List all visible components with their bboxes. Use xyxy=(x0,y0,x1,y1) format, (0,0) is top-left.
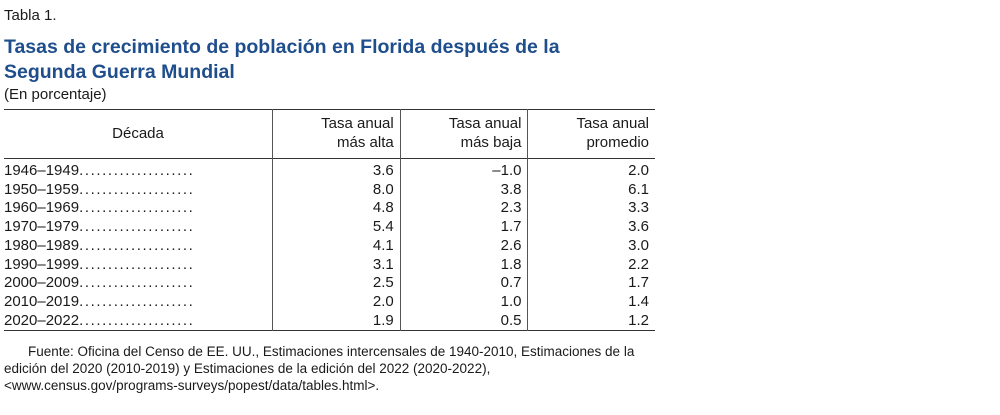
decade-label: 1990–1999 xyxy=(4,255,80,273)
leader-dots: .................... xyxy=(79,255,195,273)
cell-high-rate: 3.6 xyxy=(272,158,401,181)
header-low-line-1: Tasa anual xyxy=(448,115,522,132)
cell-high-rate: 8.0 xyxy=(272,180,401,200)
table-header: Década Tasa anual más alta Tasa anual má… xyxy=(4,109,655,159)
cell-low-rate: –1.0 xyxy=(400,158,529,181)
header-high-line-1: Tasa anual xyxy=(321,115,394,132)
cell-high-rate: 4.1 xyxy=(272,236,401,256)
table-units: (En porcentaje) xyxy=(4,86,107,103)
header-row: Década Tasa anual más alta Tasa anual má… xyxy=(4,109,655,159)
cell-avg-rate: 1.7 xyxy=(628,274,649,292)
leader-dots: .................... xyxy=(79,292,195,310)
table-title: Tasas de crecimiento de población en Flo… xyxy=(4,36,560,83)
cell-avg-rate: 1.2 xyxy=(628,311,649,329)
table-row: 1950–1959.................... 8.0 3.8 6.1 xyxy=(4,180,655,200)
leader-dots: .................... xyxy=(79,218,195,236)
cell-low-rate: 2.3 xyxy=(400,199,529,219)
cell-decade: 2010–2019.................... xyxy=(4,292,273,312)
cell-high-rate: 1.9 xyxy=(272,311,401,331)
header-low-rate: Tasa anual más baja xyxy=(400,109,529,159)
cell-decade: 1980–1989.................... xyxy=(4,236,273,256)
cell-low-rate: 3.8 xyxy=(400,180,529,200)
cell-low-rate: 1.8 xyxy=(400,255,529,275)
cell-high-rate: 5.4 xyxy=(272,218,401,237)
decade-label: 1950–1959 xyxy=(4,180,80,198)
header-high-line-2: más alta xyxy=(337,134,394,151)
decade-label: 2010–2019 xyxy=(4,292,80,310)
cell-decade: 1960–1969.................... xyxy=(4,199,273,219)
cell-high-rate: 4.8 xyxy=(272,199,401,219)
table-row: 1980–1989.................... 4.1 2.6 3.0 xyxy=(4,236,655,256)
decade-label: 2000–2009 xyxy=(4,274,80,292)
leader-dots: .................... xyxy=(79,162,195,179)
cell-avg-rate: 3.6 xyxy=(628,218,649,236)
leader-dots: .................... xyxy=(79,180,195,198)
cell-low-rate: 2.6 xyxy=(400,236,529,256)
cell-decade: 2000–2009.................... xyxy=(4,274,273,293)
header-avg-rate: Tasa anual promedio xyxy=(528,110,655,159)
leader-dots: .................... xyxy=(79,274,195,292)
cell-decade: 1990–1999.................... xyxy=(4,255,273,275)
cell-avg-rate: 3.3 xyxy=(628,199,649,217)
source-note: Fuente: Oficina del Censo de EE. UU., Es… xyxy=(4,344,635,393)
table-row: 2020–2022.................... 1.9 0.5 1.2 xyxy=(4,311,655,331)
table-row: 1970–1979.................... 5.4 1.7 3.6 xyxy=(4,218,655,237)
table-row: 2000–2009.................... 2.5 0.7 1.7 xyxy=(4,274,655,293)
cell-high-rate: 2.5 xyxy=(272,274,401,293)
header-low-line-2: más baja xyxy=(460,134,522,151)
cell-decade: 1946–1949.................... xyxy=(4,158,273,181)
leader-dots: .................... xyxy=(79,236,195,254)
table-row: 1990–1999.................... 3.1 1.8 2.2 xyxy=(4,255,655,275)
header-decade: Década xyxy=(4,109,273,159)
decade-label: 2020–2022 xyxy=(4,311,80,329)
cell-avg-rate: 1.4 xyxy=(628,292,649,310)
cell-low-rate: 0.7 xyxy=(400,274,529,293)
cell-decade: 1950–1959.................... xyxy=(4,180,273,200)
cell-high-rate: 3.1 xyxy=(272,255,401,275)
cell-avg-rate: 2.0 xyxy=(628,162,649,179)
table-row: 1946–1949.................... 3.6 –1.0 2.0 xyxy=(4,158,655,181)
header-avg-line-1: Tasa anual xyxy=(576,115,649,132)
decade-label: 1946–1949 xyxy=(4,162,80,179)
decade-label: 1960–1969 xyxy=(4,199,80,217)
header-high-rate: Tasa anual más alta xyxy=(272,109,401,159)
cell-decade: 1970–1979.................... xyxy=(4,218,273,237)
header-avg-line-2: promedio xyxy=(586,134,649,151)
table-row: 1960–1969.................... 4.8 2.3 3.3 xyxy=(4,199,655,219)
cell-avg-rate: 3.0 xyxy=(628,236,649,254)
cell-high-rate: 2.0 xyxy=(272,292,401,312)
decade-label: 1980–1989 xyxy=(4,236,80,254)
cell-avg-rate: 6.1 xyxy=(628,180,649,198)
decade-label: 1970–1979 xyxy=(4,218,80,236)
leader-dots: .................... xyxy=(79,199,195,217)
table-number: Tabla 1. xyxy=(4,7,57,24)
cell-low-rate: 1.0 xyxy=(400,292,529,312)
cell-low-rate: 0.5 xyxy=(400,311,529,331)
cell-decade: 2020–2022.................... xyxy=(4,311,273,331)
growth-rates-table: Década Tasa anual más alta Tasa anual má… xyxy=(4,109,655,331)
cell-avg-rate: 2.2 xyxy=(628,255,649,273)
leader-dots: .................... xyxy=(79,311,195,329)
cell-low-rate: 1.7 xyxy=(400,218,529,237)
table-row: 2010–2019.................... 2.0 1.0 1.4 xyxy=(4,292,655,312)
table-body: 1946–1949.................... 3.6 –1.0 2.0 1… xyxy=(4,158,655,331)
